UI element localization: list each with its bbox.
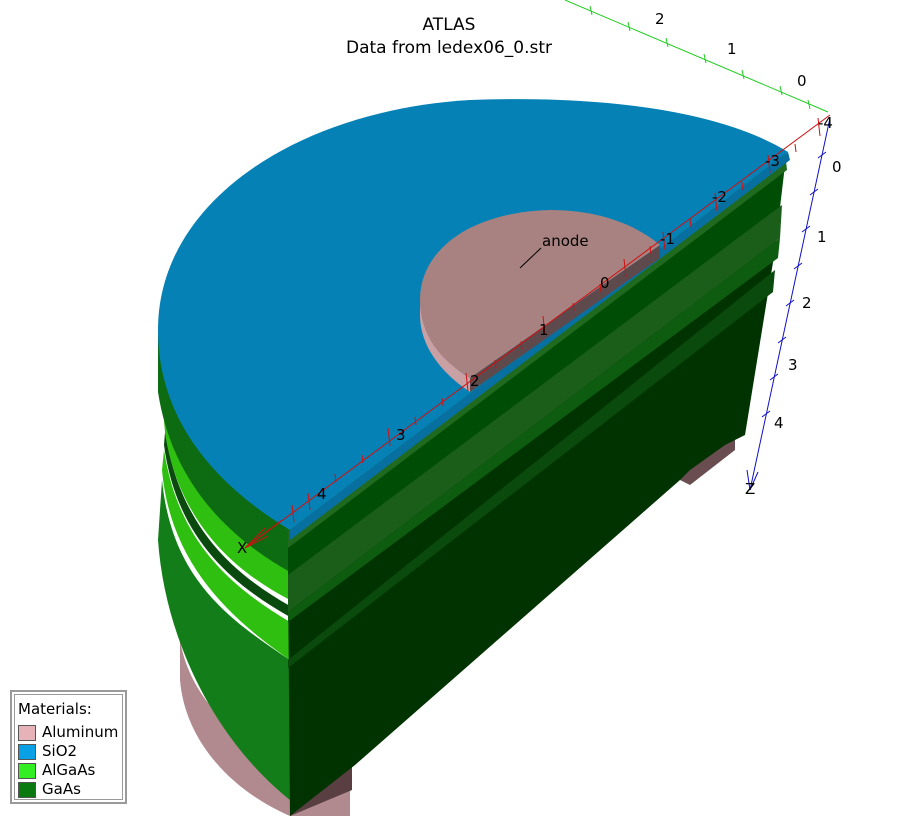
anode-side <box>420 300 470 392</box>
plot-subtitle: Data from ledex06_0.str <box>345 38 553 58</box>
plot-title: ATLAS <box>422 15 476 35</box>
anode-cut-side <box>470 245 660 392</box>
x-axis-arrow-a <box>244 527 266 549</box>
x-axis-line <box>244 114 831 549</box>
x-axis-ticks <box>291 117 821 523</box>
cut-face-algaas-band1 <box>288 238 780 622</box>
y-tick-2: 2 <box>655 10 665 28</box>
z-tick-1: 1 <box>817 228 827 246</box>
materials-legend: Materials: Aluminum SiO2 AlGaAs GaAs <box>10 690 127 804</box>
y-tick-0: 0 <box>797 72 807 90</box>
y-tick-1: 1 <box>727 40 737 58</box>
legend-label: SiO2 <box>42 742 78 760</box>
y-axis-ticks <box>589 5 811 110</box>
legend-swatch <box>18 725 36 741</box>
x-tick-0: 0 <box>600 274 610 292</box>
legend-title: Materials: <box>18 700 92 718</box>
legend-swatch <box>18 744 36 760</box>
cut-face-gaas-upper <box>288 165 785 575</box>
legend-frame <box>14 694 123 800</box>
x-axis-name: X <box>237 539 247 557</box>
z-axis-arrow-left <box>746 469 751 491</box>
y-axis-line <box>564 0 829 113</box>
x-tick-n1: -1 <box>660 230 675 248</box>
x-tick-2: 2 <box>470 372 480 390</box>
anode-label: anode <box>542 232 589 250</box>
z-tick-3: 3 <box>788 356 798 374</box>
z-axis-ticks <box>761 151 827 418</box>
z-tick-2: 2 <box>802 294 812 312</box>
cut-face-algaas-band2 <box>288 270 775 668</box>
x-tick-n4: -4 <box>818 114 833 132</box>
z-axis-line <box>749 117 831 491</box>
legend-label: GaAs <box>42 780 81 798</box>
x-tick-3: 3 <box>396 426 406 444</box>
outer-wall-algaas-lower <box>162 450 290 660</box>
anode-leader-line <box>519 247 542 269</box>
x-axis-arrow-c <box>244 519 283 549</box>
x-tick-n3: -3 <box>765 152 780 170</box>
z-axis-name: Z <box>745 480 755 498</box>
anode-top <box>420 210 660 378</box>
z-tick-4: 4 <box>774 414 784 432</box>
cut-face-gaas <box>288 250 775 816</box>
cut-face-algaas-green <box>288 205 782 612</box>
legend-label: AlGaAs <box>42 761 96 779</box>
legend-swatch <box>18 782 36 798</box>
outer-wall-gaas-bottom <box>158 480 290 800</box>
x-axis-arrow-b <box>244 535 269 549</box>
z-tick-0: 0 <box>832 158 842 176</box>
z-axis-arrow-right <box>749 471 759 491</box>
outer-wall-gaas-top <box>158 330 290 572</box>
legend-label: Aluminum <box>42 723 119 741</box>
legend-swatch <box>18 763 36 779</box>
x-tick-n2: -2 <box>712 188 727 206</box>
x-tick-1: 1 <box>539 321 549 339</box>
x-tick-4: 4 <box>317 485 327 503</box>
